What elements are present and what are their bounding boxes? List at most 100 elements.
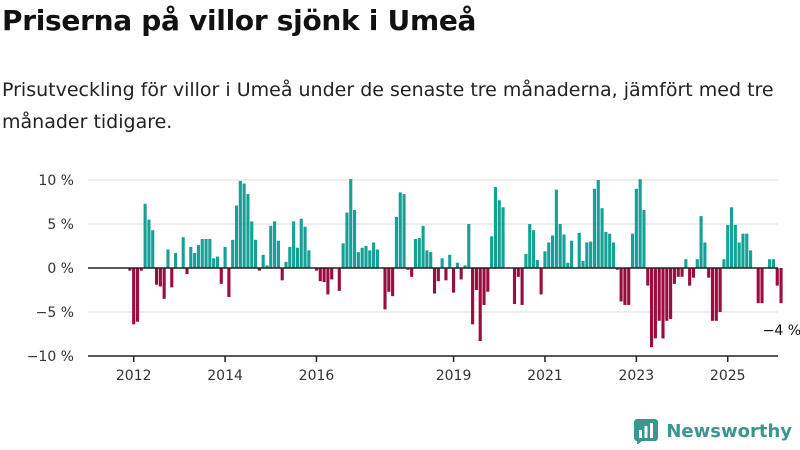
x-axis-labels: 2012 2014 2016 2019 2021 2023 2025 <box>116 368 746 384</box>
bar <box>771 259 775 268</box>
bar <box>154 268 159 285</box>
bar <box>174 253 178 268</box>
bar <box>410 268 414 277</box>
bar <box>417 238 421 268</box>
bar <box>627 268 631 305</box>
bar <box>684 259 688 268</box>
bar <box>699 216 703 268</box>
bar <box>295 247 299 268</box>
bar <box>398 192 402 268</box>
bar <box>204 238 208 268</box>
bar <box>135 268 140 322</box>
bar <box>429 252 433 268</box>
bar <box>615 268 619 270</box>
x-tick-label: 2019 <box>436 368 472 384</box>
bar <box>672 268 676 284</box>
bar <box>356 252 360 268</box>
bar <box>528 224 532 268</box>
bar <box>630 233 635 268</box>
bar <box>691 268 696 278</box>
bar <box>322 268 326 283</box>
bar <box>147 219 151 268</box>
bar-series <box>128 179 783 348</box>
bar <box>604 231 608 268</box>
bar <box>223 246 227 268</box>
bar <box>714 268 718 321</box>
bar <box>368 250 372 268</box>
x-tick-label: 2012 <box>116 368 152 384</box>
bar <box>733 224 737 268</box>
bar <box>680 268 684 277</box>
bar <box>276 240 280 268</box>
bar <box>269 225 273 268</box>
bar-chart-logo-icon <box>634 419 659 444</box>
x-tick-label: 2021 <box>527 368 563 384</box>
bar <box>516 268 520 277</box>
bar <box>349 179 353 268</box>
bar <box>288 246 292 268</box>
bar <box>189 246 193 268</box>
bar <box>170 268 174 288</box>
bar <box>592 188 597 268</box>
annotations: −4 % <box>763 323 800 339</box>
bar <box>539 268 543 295</box>
bar <box>611 242 616 268</box>
bar <box>520 268 524 305</box>
bar <box>253 239 258 268</box>
x-tick-label: 2025 <box>710 368 746 384</box>
bar <box>768 259 772 268</box>
bar <box>394 216 398 268</box>
bar <box>432 268 437 294</box>
bar <box>307 250 311 268</box>
bar <box>642 209 646 268</box>
bar <box>246 194 250 268</box>
bar <box>463 265 467 268</box>
bar <box>406 268 410 270</box>
bar <box>166 249 170 268</box>
bar <box>737 242 741 268</box>
bar <box>501 207 505 268</box>
page-title: Priserna på villor sjönk i Umeå <box>2 4 477 37</box>
bar <box>444 268 448 281</box>
bar <box>665 268 669 321</box>
bar <box>638 179 642 268</box>
bar <box>162 268 166 299</box>
bar <box>227 268 231 298</box>
bar <box>158 268 162 287</box>
bar <box>425 250 429 268</box>
bar <box>387 268 391 292</box>
bar <box>452 268 456 293</box>
bar <box>524 253 528 268</box>
brand-name: Newsworthy <box>666 420 792 442</box>
bar <box>353 209 357 268</box>
bar <box>337 268 341 291</box>
y-tick-label: −10 % <box>27 349 74 365</box>
bar <box>535 260 539 268</box>
bar <box>238 180 242 268</box>
bar <box>493 187 498 268</box>
bar <box>284 261 288 268</box>
bar <box>570 240 574 268</box>
bar <box>478 268 482 342</box>
bar <box>486 268 490 292</box>
bar <box>585 242 589 268</box>
bar <box>474 268 478 290</box>
bar <box>273 221 277 268</box>
bar <box>391 268 395 297</box>
bar <box>215 256 220 268</box>
bar <box>775 268 779 286</box>
x-tick-label: 2023 <box>619 368 655 384</box>
bar <box>745 233 749 268</box>
bar <box>703 242 707 268</box>
bar <box>292 221 296 268</box>
bar <box>448 254 452 268</box>
bar <box>242 183 246 268</box>
bar <box>695 259 699 268</box>
y-tick-label: 5 % <box>47 217 74 233</box>
bar <box>219 268 223 284</box>
bar <box>318 268 322 282</box>
last-value-label: −4 % <box>763 323 800 339</box>
bar <box>718 268 722 312</box>
bar <box>257 268 261 271</box>
bar <box>722 259 726 268</box>
